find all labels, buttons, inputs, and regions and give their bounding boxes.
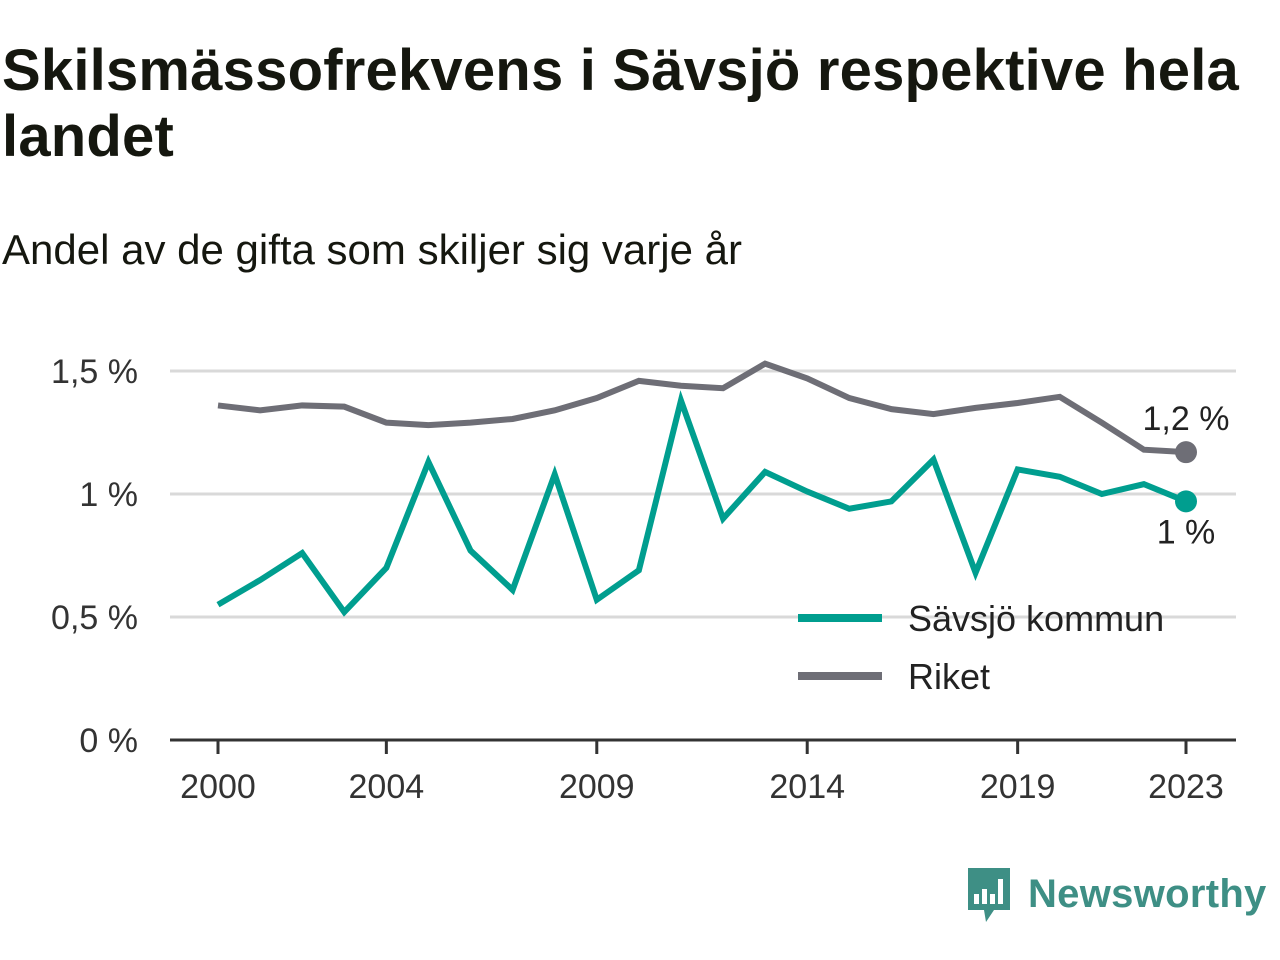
brand: Newsworthy bbox=[964, 864, 1267, 924]
x-tick-label: 2000 bbox=[180, 768, 256, 806]
series-line-riket bbox=[217, 360, 1187, 456]
legend: Sävsjö kommun Riket bbox=[798, 598, 1164, 697]
end-label-savsjo: 1 % bbox=[1157, 513, 1216, 551]
series-end-point-riket bbox=[1175, 441, 1197, 464]
x-tick-label: 2019 bbox=[980, 768, 1056, 806]
chart-title: Skilsmässofrekvens i Sävsjö respektive h… bbox=[2, 38, 1239, 169]
y-tick-label: 0,5 % bbox=[51, 599, 138, 637]
end-labels: 1,2 % 1 % bbox=[1143, 400, 1230, 551]
series-line-savsjo bbox=[216, 390, 1188, 617]
x-tick-label: 2023 bbox=[1148, 768, 1224, 806]
series-lines bbox=[216, 360, 1197, 617]
x-tick-label: 2014 bbox=[769, 768, 845, 806]
axes: 0 % 0,5 % 1 % 1,5 % 2000 2004 2009 2014 2019 2023 bbox=[51, 353, 1236, 806]
y-tick-label: 1,5 % bbox=[51, 353, 138, 391]
x-tick-label: 2004 bbox=[349, 768, 425, 806]
end-label-riket: 1,2 % bbox=[1143, 400, 1230, 438]
grid-lines bbox=[170, 369, 1236, 619]
legend-label-riket: Riket bbox=[908, 656, 990, 697]
series-end-point-savsjo bbox=[1175, 490, 1197, 513]
chart-subtitle: Andel av de gifta som skiljer sig varje … bbox=[2, 226, 742, 273]
y-tick-label: 1 % bbox=[79, 476, 138, 514]
newsworthy-logo-icon bbox=[968, 868, 1010, 922]
legend-label-savsjo: Sävsjö kommun bbox=[908, 598, 1164, 639]
x-tick-label: 2009 bbox=[559, 768, 635, 806]
y-tick-label: 0 % bbox=[79, 722, 138, 760]
brand-name: Newsworthy bbox=[1028, 871, 1267, 916]
